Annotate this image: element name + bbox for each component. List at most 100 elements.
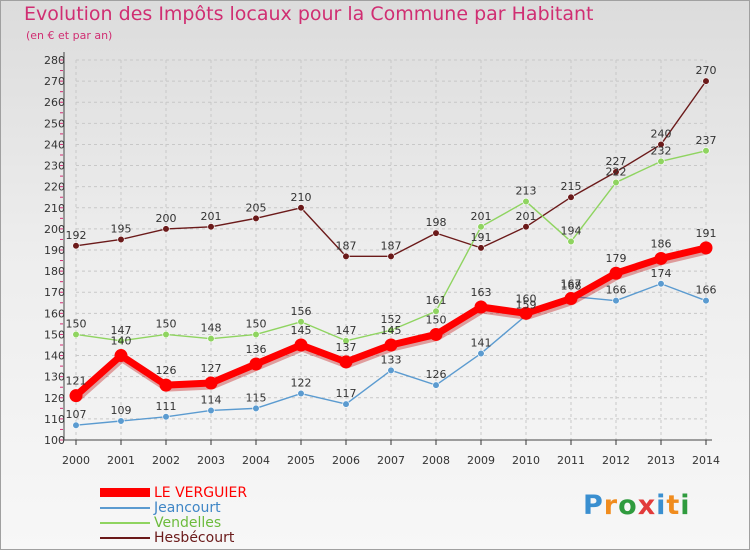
data-label-le-verguier-2012: 179 [606, 252, 627, 265]
series [69, 77, 713, 429]
point-vendelles-2012 [612, 178, 620, 187]
data-label-jeancourt-2000: 107 [66, 408, 87, 421]
data-label-vendelles-2014: 237 [696, 134, 717, 147]
x-tick-label-2001: 2001 [107, 454, 135, 467]
point-vendelles-2011 [567, 237, 575, 246]
legend-label-le-verguier: LE VERGUIER [154, 484, 248, 501]
point-jeancourt-2004 [252, 404, 260, 412]
grid [75, 59, 707, 441]
x-tick-label-2008: 2008 [422, 454, 450, 467]
legend-item-hesbecourt[interactable]: Hesbécourt [100, 530, 234, 546]
y-tick-label-190: 190 [44, 244, 65, 257]
x-tick-label-2002: 2002 [152, 454, 180, 467]
point-hesbecourt-2013 [657, 140, 665, 149]
point-le-verguier-2008 [429, 327, 443, 341]
data-label-le-verguier-2001: 140 [111, 335, 132, 348]
legend-swatch-jeancourt [100, 506, 150, 509]
data-label-vendelles-2006: 147 [336, 324, 357, 337]
point-le-verguier-2010 [519, 306, 533, 320]
point-le-verguier-2009 [474, 300, 488, 314]
point-vendelles-2009 [477, 223, 485, 231]
x-tick-label-2014: 2014 [692, 454, 720, 467]
legend-item-jeancourt[interactable]: Jeancourt [100, 499, 221, 516]
point-hesbecourt-2011 [567, 193, 575, 201]
data-label-jeancourt-2004: 115 [246, 391, 267, 404]
point-jeancourt-2002 [162, 413, 170, 421]
legend-label-jeancourt: Jeancourt [154, 499, 221, 516]
point-jeancourt-2012 [612, 297, 620, 305]
point-le-verguier-2013 [654, 251, 668, 265]
data-label-vendelles-2009: 201 [471, 210, 492, 223]
x-tick-label-2004: 2004 [242, 454, 270, 467]
series-hesbecourt [72, 77, 710, 260]
data-label-jeancourt-2010: 159 [516, 298, 537, 311]
point-vendelles-2013 [657, 157, 665, 165]
point-le-verguier-2006 [339, 355, 353, 369]
y-tick-label-240: 240 [44, 138, 65, 151]
data-label-vendelles-2000: 150 [66, 317, 87, 330]
x-tick-label-2013: 2013 [647, 454, 675, 467]
logo-letter: x [637, 490, 657, 521]
point-le-verguier-2014 [699, 241, 713, 255]
logo-letter: o [618, 490, 638, 521]
data-label-jeancourt-2003: 114 [201, 393, 222, 406]
data-label-hesbecourt-2010: 201 [516, 210, 537, 223]
logo-letter: i [656, 490, 667, 521]
point-jeancourt-2001 [117, 417, 125, 425]
data-label-jeancourt-2005: 122 [291, 377, 312, 390]
y-tick-label-270: 270 [44, 75, 65, 88]
point-le-verguier-2012 [609, 266, 623, 280]
data-label-hesbecourt-2013: 240 [651, 127, 672, 140]
data-label-hesbecourt-2014: 270 [696, 64, 717, 77]
point-vendelles-2001 [117, 337, 125, 345]
point-jeancourt-2007 [387, 366, 395, 374]
data-label-hesbecourt-2009: 191 [471, 231, 492, 244]
y-tick-label-150: 150 [44, 328, 65, 341]
data-label-vendelles-2008: 161 [426, 294, 447, 307]
data-label-vendelles-2001: 147 [111, 324, 132, 337]
x-tick-label-2006: 2006 [332, 454, 360, 467]
data-label-hesbecourt-2001: 195 [111, 222, 132, 235]
y-tick-label-280: 280 [44, 54, 65, 67]
legend-swatch-hesbecourt [100, 536, 150, 539]
data-label-hesbecourt-2011: 215 [561, 180, 582, 193]
point-vendelles-2010 [522, 197, 530, 206]
data-label-le-verguier-2009: 163 [471, 286, 492, 299]
logo-letter: r [603, 490, 619, 521]
data-label-hesbecourt-2007: 187 [381, 239, 402, 252]
data-label-le-verguier-2007: 145 [381, 324, 402, 337]
data-label-jeancourt-2007: 133 [381, 353, 402, 366]
point-jeancourt-2008 [432, 381, 440, 389]
legend-item-le-verguier[interactable]: LE VERGUIER [100, 484, 248, 501]
data-label-jeancourt-2013: 174 [651, 267, 672, 280]
data-label-hesbecourt-2002: 200 [156, 212, 177, 225]
y-tick-label-180: 180 [44, 265, 65, 278]
legend-item-vendelles[interactable]: Vendelles [100, 514, 222, 531]
x-tick-label-2012: 2012 [602, 454, 630, 467]
point-vendelles-2000 [72, 330, 80, 339]
point-hesbecourt-2003 [207, 223, 215, 231]
point-le-verguier-2000 [69, 389, 83, 403]
point-jeancourt-2003 [207, 406, 215, 415]
y-tick-label-250: 250 [44, 117, 65, 130]
data-label-hesbecourt-2008: 198 [426, 216, 447, 229]
y-tick-label-230: 230 [44, 160, 65, 173]
point-jeancourt-2000 [72, 421, 80, 429]
data-label-jeancourt-2002: 111 [156, 400, 177, 413]
x-tick-label-2000: 2000 [62, 454, 90, 467]
point-hesbecourt-2000 [72, 242, 80, 250]
data-label-vendelles-2005: 156 [291, 305, 312, 318]
point-vendelles-2004 [252, 330, 260, 339]
data-label-le-verguier-2003: 127 [201, 362, 222, 375]
data-label-vendelles-2007: 152 [381, 313, 402, 326]
data-label-le-verguier-2013: 186 [651, 237, 672, 250]
y-tick-label-140: 140 [44, 350, 65, 363]
data-label-jeancourt-2009: 141 [471, 336, 492, 349]
chart-subtitle: (en € et par an) [26, 29, 113, 42]
x-tick-label-2010: 2010 [512, 454, 540, 467]
data-label-vendelles-2002: 150 [156, 317, 177, 330]
legend-label-vendelles: Vendelles [154, 514, 222, 531]
series-jeancourt [72, 280, 710, 429]
x-tick-label-2007: 2007 [377, 454, 405, 467]
